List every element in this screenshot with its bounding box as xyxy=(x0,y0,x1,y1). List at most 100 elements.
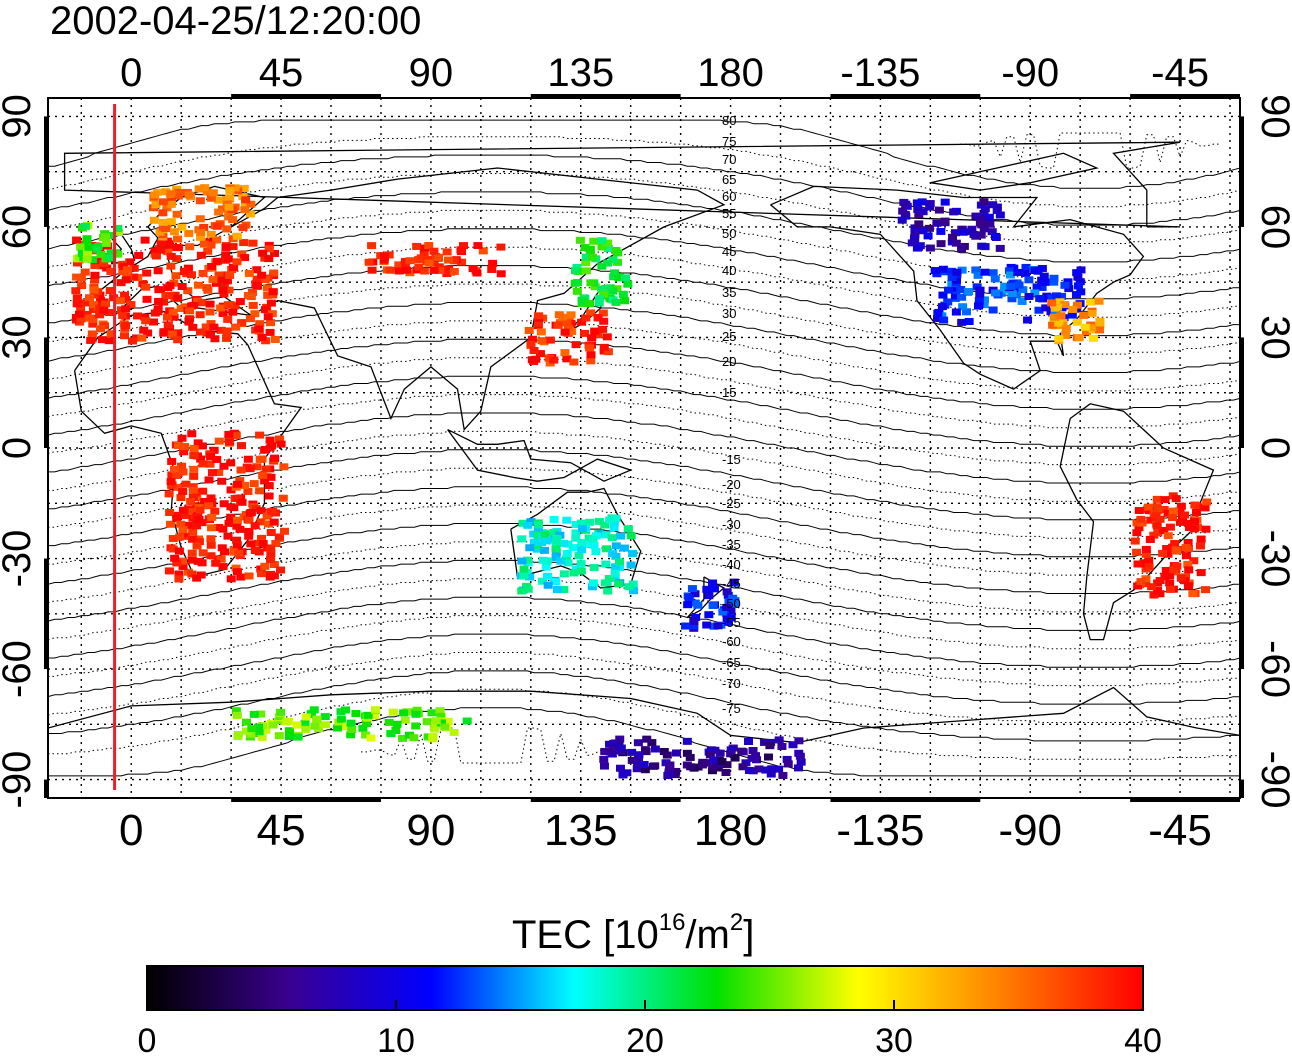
magnetic-latitude-line xyxy=(48,652,1240,723)
tec-point-australia xyxy=(600,521,610,529)
tec-point-japan-north xyxy=(585,300,595,308)
tec-point-antarctica xyxy=(647,739,657,747)
tec-point-antarctica xyxy=(609,740,619,748)
tec-point-southern-ocean xyxy=(274,732,284,740)
tec-point-north-america xyxy=(1052,292,1062,300)
frame-bar-bottom xyxy=(530,797,681,802)
tec-point-europe xyxy=(263,313,273,321)
tec-point-europe xyxy=(129,264,139,272)
tec-point-north-america xyxy=(1033,267,1043,275)
tec-point-africa xyxy=(236,442,246,450)
tec-point-japan-north xyxy=(597,262,607,270)
tec-point-north-america xyxy=(952,268,962,276)
tec-point-europe xyxy=(252,275,262,283)
tec-point-usa-east xyxy=(1095,326,1105,334)
tec-point-africa xyxy=(179,448,189,456)
tec-point-europe xyxy=(266,319,276,327)
colorbar-tick-label: 40 xyxy=(1124,1022,1162,1057)
tec-point-north-america xyxy=(1023,316,1033,324)
tec-point-north-america xyxy=(1032,283,1042,291)
tec-point-south-america xyxy=(1152,495,1162,503)
tec-point-east-asia xyxy=(531,355,541,363)
tec-point-europe xyxy=(199,240,209,248)
tec-point-africa xyxy=(184,521,194,529)
tec-point-southern-ocean xyxy=(249,710,259,718)
tec-point-scandinavia xyxy=(169,228,179,236)
tec-point-africa xyxy=(186,497,196,505)
tec-point-europe xyxy=(142,269,152,277)
tec-point-north-america xyxy=(1072,269,1082,277)
tec-point-russia xyxy=(473,242,483,250)
tec-point-africa xyxy=(245,465,255,473)
tec-point-australia xyxy=(594,517,604,525)
tec-point-africa xyxy=(174,547,184,555)
tec-point-scandinavia xyxy=(172,210,182,218)
tec-point-east-asia xyxy=(599,317,609,325)
tec-point-north-america xyxy=(971,266,981,274)
tec-point-north-america xyxy=(1047,294,1057,302)
tec-point-africa xyxy=(232,568,242,576)
tec-point-australia xyxy=(571,529,581,537)
tec-point-europe xyxy=(257,271,267,279)
tec-point-scandinavia xyxy=(200,184,210,192)
tec-point-south-america xyxy=(1188,590,1198,598)
tec-point-east-asia xyxy=(569,358,579,366)
tec-point-usa-east xyxy=(1081,328,1091,336)
tec-point-western-europe-green xyxy=(88,256,98,264)
tec-point-southern-ocean xyxy=(411,722,421,730)
tec-point-south-america xyxy=(1176,502,1186,510)
tec-point-antarctica xyxy=(639,761,649,769)
tec-point-russia xyxy=(442,248,452,256)
tec-point-scandinavia xyxy=(194,185,204,193)
tec-point-east-asia xyxy=(562,319,572,327)
tec-point-africa xyxy=(177,434,187,442)
tec-point-antarctica xyxy=(622,769,632,777)
tec-point-africa xyxy=(216,555,226,563)
tec-point-antarctica xyxy=(777,742,787,750)
tec-point-antarctica xyxy=(774,736,784,744)
tec-point-southern-ocean xyxy=(301,713,311,721)
tec-point-north-america-north xyxy=(898,207,908,215)
tec-point-russia xyxy=(394,261,404,269)
tec-point-south-america xyxy=(1130,537,1140,545)
frame-bar-right xyxy=(1239,116,1244,227)
tec-point-africa xyxy=(236,573,246,581)
tec-point-africa xyxy=(192,522,202,530)
tec-point-southern-ocean xyxy=(284,727,294,735)
tec-point-north-america-north xyxy=(985,220,995,228)
tec-point-antarctica xyxy=(722,761,732,769)
tec-point-southern-ocean xyxy=(346,731,356,739)
magnetic-latitude-line xyxy=(48,338,1240,410)
tec-point-australia xyxy=(628,549,638,557)
tec-point-europe xyxy=(216,304,226,312)
frame-bar-left xyxy=(44,558,49,670)
latitude-tick-label-left: -30 xyxy=(0,530,39,588)
tec-point-new-zealand xyxy=(708,601,718,609)
tec-point-europe xyxy=(254,325,264,333)
tec-point-north-america xyxy=(1049,278,1059,286)
tec-point-south-america xyxy=(1141,545,1151,553)
tec-point-scandinavia xyxy=(195,215,205,223)
tec-point-japan-north xyxy=(597,237,607,245)
magnetic-latitude-line xyxy=(48,449,1240,521)
tec-point-east-asia xyxy=(536,328,546,336)
tec-point-antarctica xyxy=(640,766,650,774)
tec-point-north-america xyxy=(1018,286,1028,294)
tec-point-africa xyxy=(244,532,254,540)
tec-point-east-asia xyxy=(535,350,545,358)
tec-point-europe xyxy=(184,318,194,326)
tec-point-africa xyxy=(245,509,255,517)
tec-point-southern-ocean xyxy=(242,727,252,735)
tec-point-europe xyxy=(150,247,160,255)
tec-point-russia xyxy=(385,266,395,274)
tec-point-japan-north xyxy=(575,236,585,244)
magnetic-latitude-label: -40 xyxy=(722,557,741,572)
longitude-ticks-top: 0 45 90 135 180 -135 -90 -45 xyxy=(120,51,1209,95)
magnetic-latitude-label: -35 xyxy=(722,537,741,552)
tec-point-southern-ocean xyxy=(321,721,331,729)
tec-point-western-europe-green xyxy=(77,249,87,257)
tec-point-europe xyxy=(269,269,279,277)
tec-point-western-europe-green xyxy=(80,222,90,230)
tec-point-australia xyxy=(537,539,547,547)
tec-point-north-america xyxy=(1030,289,1040,297)
